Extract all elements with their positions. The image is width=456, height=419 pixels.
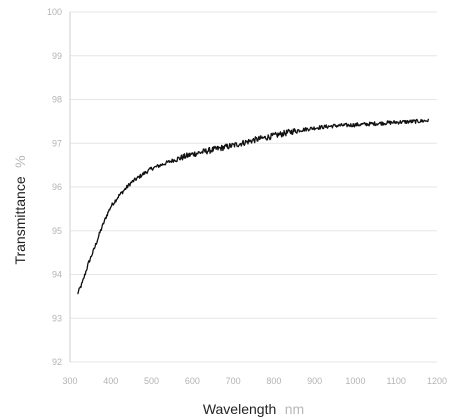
series-layer: [77, 118, 430, 295]
x-tick-label: 1000: [345, 376, 365, 386]
y-tick-label: 99: [52, 51, 62, 61]
x-tick-label: 800: [266, 376, 281, 386]
y-tick-label: 100: [47, 7, 62, 17]
x-tick-label: 700: [226, 376, 241, 386]
y-tick-label: 97: [52, 138, 62, 148]
x-axis-title: Wavelength nm: [203, 401, 304, 418]
y-axis-label: Transmittance: [12, 176, 28, 264]
grid-lines: [70, 11, 437, 363]
transmittance-line: [77, 118, 430, 295]
y-tick-label: 98: [52, 95, 62, 105]
x-tick-label: 400: [103, 376, 118, 386]
y-tick-label: 92: [52, 357, 62, 367]
x-tick-label: 1100: [387, 376, 406, 386]
x-axis-unit: nm: [285, 401, 304, 417]
x-tick-labels: 300 400 500 600 700 800 900 1000 1100 1200: [62, 376, 447, 386]
x-tick-label: 300: [62, 376, 77, 386]
y-tick-label: 95: [52, 226, 62, 236]
x-tick-label: 1200: [427, 376, 447, 386]
x-tick-label: 900: [307, 376, 322, 386]
x-tick-label: 600: [185, 376, 200, 386]
y-axis-title: Transmittance %: [12, 155, 29, 264]
y-tick-labels: 92 93 94 95 96 97 98 99 100: [47, 7, 62, 367]
x-tick-label: 500: [144, 376, 159, 386]
y-axis-unit: %: [12, 155, 28, 167]
y-tick-label: 94: [52, 270, 62, 280]
y-tick-label: 93: [52, 313, 62, 323]
y-tick-label: 96: [52, 182, 62, 192]
x-axis-label: Wavelength: [203, 401, 276, 417]
